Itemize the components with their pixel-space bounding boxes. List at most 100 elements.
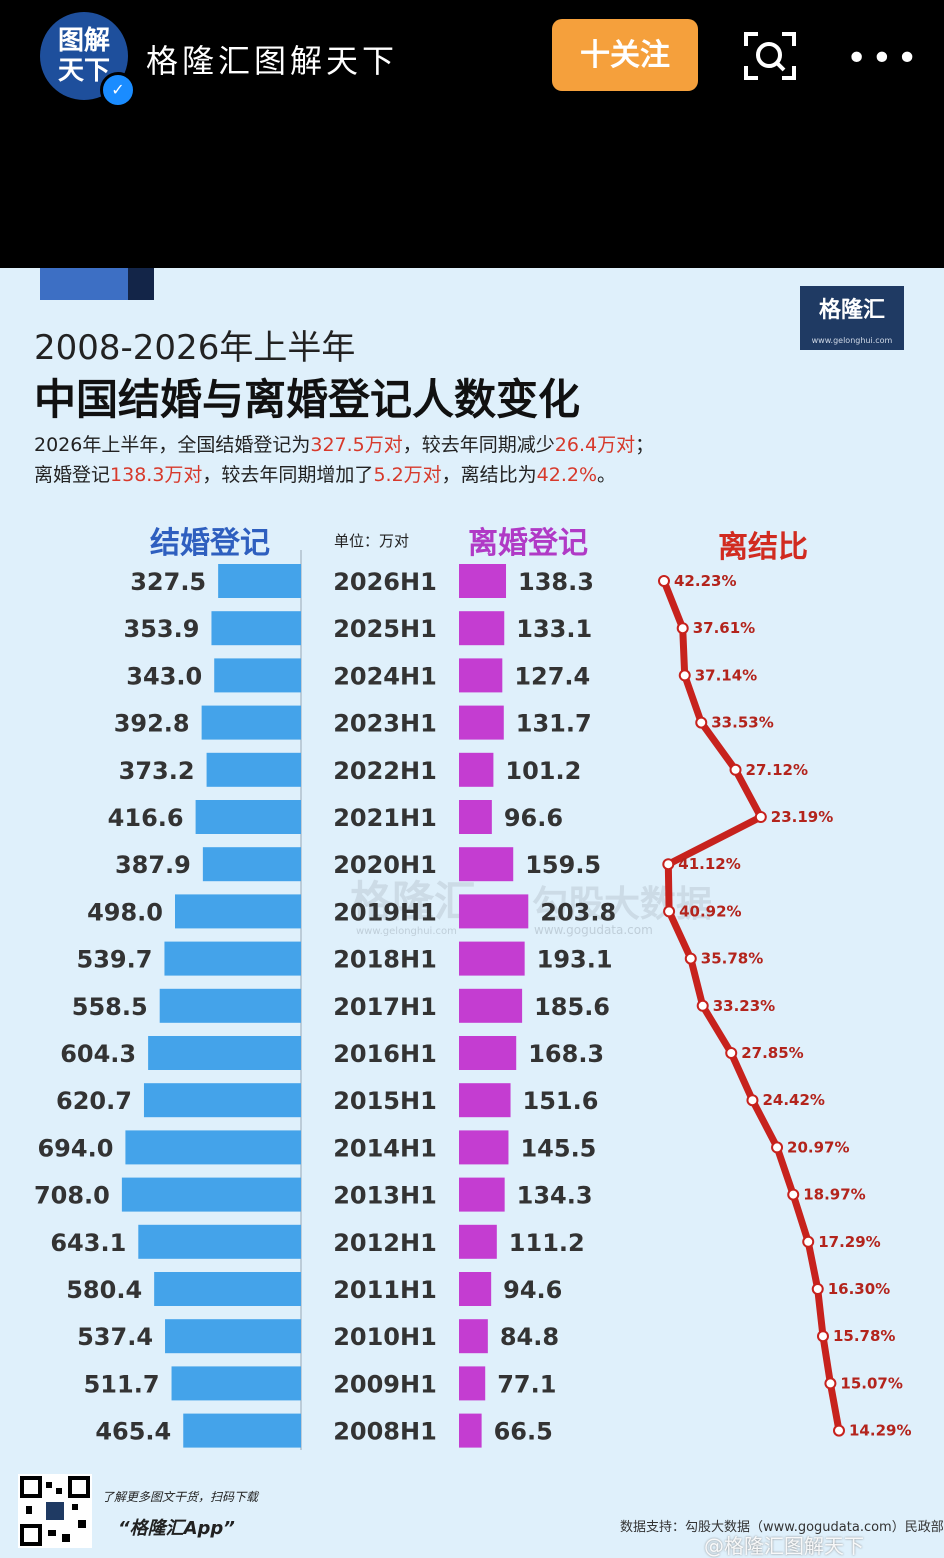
unit-label: 单位：万对	[334, 532, 410, 550]
ratio-value-label: 16.30%	[828, 1280, 890, 1298]
ratio-value-label: 37.14%	[695, 666, 757, 684]
ratio-value-label: 24.42%	[762, 1091, 824, 1109]
chart-subtitle: 2008-2026年上半年	[34, 328, 356, 368]
ratio-value-label: 33.53%	[711, 714, 773, 732]
divorce-value-label: 131.7	[516, 710, 592, 738]
summary-highlight: 327.5万对	[310, 434, 403, 456]
year-category-label: 2024H1	[333, 662, 437, 690]
marriage-bar	[148, 1036, 301, 1070]
year-category-label: 2008H1	[333, 1418, 437, 1446]
year-category-label: 2020H1	[333, 851, 437, 879]
divorce-value-label: 133.1	[516, 615, 592, 643]
qr-code[interactable]	[18, 1474, 92, 1548]
summary-highlight: 42.2%	[536, 464, 598, 486]
scan-search-icon[interactable]	[742, 30, 798, 82]
logo-text: 格隆汇	[818, 298, 885, 323]
ratio-value-label: 20.97%	[787, 1138, 849, 1156]
divorce-value-label: 94.6	[503, 1276, 562, 1304]
decor-navy-tab	[128, 268, 154, 300]
summary-highlight: 26.4万对	[554, 434, 636, 456]
divorce-value-label: 145.5	[520, 1134, 596, 1162]
ratio-value-label: 15.78%	[833, 1327, 895, 1345]
marriage-bars: 327.5 2026H1 353.9 2025H1 343.0 2024H1 392.8 20…	[34, 564, 437, 1448]
year-category-label: 2014H1	[333, 1134, 437, 1162]
ratio-point	[746, 1094, 759, 1107]
marriage-value-label: 537.4	[77, 1323, 153, 1351]
decor-blue-tab	[40, 268, 128, 300]
ratio-value-label: 23.19%	[771, 808, 833, 826]
logo-url: www.gelonghui.com	[811, 336, 893, 345]
watermark-gogudata: 勾股大数据	[532, 884, 712, 925]
summary-highlight: 5.2万对	[373, 464, 442, 486]
account-name[interactable]: 格隆汇图解天下	[146, 42, 399, 80]
divorce-value-label: 127.4	[514, 662, 590, 690]
year-category-label: 2022H1	[333, 757, 437, 785]
ratio-point	[787, 1188, 800, 1201]
ratio-value-label: 40.92%	[679, 902, 741, 920]
ratio-value-label: 41.12%	[678, 855, 740, 873]
summary-text: 2026年上半年，全国结婚登记为	[34, 434, 311, 456]
marriage-bar	[138, 1224, 301, 1259]
marriage-value-label: 465.4	[95, 1418, 171, 1446]
year-category-label: 2019H1	[333, 898, 437, 926]
marriage-value-label: 558.5	[72, 993, 148, 1021]
marriage-bar	[125, 1130, 301, 1165]
ratio-point	[663, 905, 676, 918]
avatar-text-line1: 图解	[57, 26, 110, 56]
summary-text: ，较去年同期增加了	[202, 464, 374, 486]
summary-text: ，较去年同期减少	[402, 434, 555, 456]
divorce-bar	[459, 1413, 482, 1448]
watermark-gelonghui: 格隆汇	[350, 877, 476, 926]
divorce-value-label: 168.3	[528, 1040, 604, 1068]
marriage-value-label: 343.0	[126, 662, 202, 690]
divorce-bars: 138.3 133.1 127.4 131.7 101.2 96.6 159.5 203.8 1…	[459, 564, 616, 1448]
year-category-label: 2018H1	[333, 946, 437, 974]
divorce-bar	[459, 800, 492, 834]
divorce-value-label: 185.6	[534, 993, 610, 1021]
follow-button[interactable]: 十关注	[552, 19, 698, 91]
divorce-bar	[459, 988, 523, 1023]
ratio-point	[816, 1330, 829, 1343]
year-category-label: 2025H1	[333, 615, 437, 643]
divorce-value-label: 134.3	[517, 1182, 593, 1210]
year-category-label: 2013H1	[333, 1182, 437, 1210]
summary-line-2: 离婚登记138.3万对，较去年同期增加了5.2万对，离结比为42.2%。	[34, 460, 616, 487]
ratio-point	[802, 1235, 815, 1248]
ratio-point	[833, 1424, 845, 1437]
verified-check-icon: ✓	[100, 72, 136, 108]
ratio-point	[824, 1377, 837, 1390]
divorce-bar	[459, 752, 494, 787]
divorce-value-label: 101.2	[505, 757, 581, 785]
marriage-bar	[171, 1366, 301, 1401]
year-category-label: 2011H1	[333, 1276, 437, 1304]
divorce-value-label: 159.5	[525, 851, 601, 879]
more-icon[interactable]: •••	[846, 38, 922, 79]
gelonghui-logo: 格隆汇 www.gelonghui.com	[800, 286, 904, 350]
account-avatar[interactable]: 图解 天下	[40, 12, 128, 100]
ratio-value-label: 42.23%	[674, 572, 736, 590]
divorce-value-label: 77.1	[497, 1370, 556, 1398]
footer-app-name: “格隆汇App”	[118, 1518, 235, 1539]
divorce-bar	[459, 564, 507, 598]
marriage-value-label: 604.3	[60, 1040, 136, 1068]
summary-text: 离婚登记	[34, 464, 111, 486]
ratio-point	[725, 1047, 738, 1059]
ratio-value-label: 37.61%	[693, 619, 755, 637]
year-category-label: 2015H1	[333, 1087, 437, 1115]
watermark-group: 格隆汇 www.gelonghui.com 勾股大数据 www.gogudata…	[350, 877, 712, 937]
divorce-bar	[459, 705, 504, 740]
marriage-bar	[206, 752, 301, 787]
ratio-point	[684, 952, 697, 965]
marriage-bar	[202, 847, 301, 882]
marriage-value-label: 643.1	[50, 1229, 126, 1257]
marriage-value-label: 539.7	[77, 946, 153, 974]
divorce-value-label: 84.8	[500, 1323, 559, 1351]
ratio-point	[676, 622, 689, 635]
marriage-value-label: 511.7	[84, 1370, 160, 1398]
marriage-bar	[218, 564, 301, 598]
marriage-divorce-chart: 格隆汇 www.gelonghui.com 勾股大数据 www.gogudata…	[34, 550, 911, 1450]
qr-code-icon	[20, 1476, 90, 1546]
ratio-point	[696, 999, 709, 1012]
marriage-value-label: 694.0	[37, 1134, 113, 1162]
infographic-poster: 格隆汇 www.gelonghui.com 2008-2026年上半年 中国结婚…	[0, 268, 944, 1558]
